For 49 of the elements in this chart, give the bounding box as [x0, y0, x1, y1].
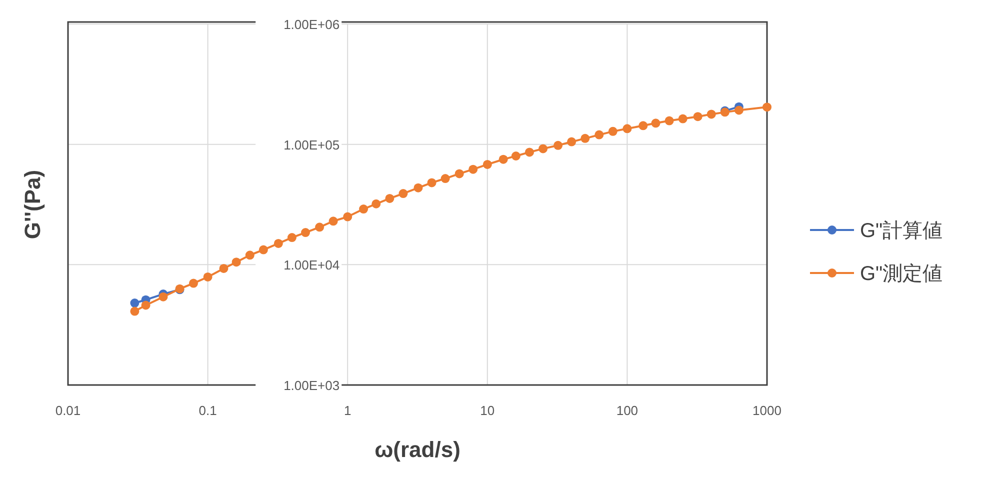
legend-label: G"測定値 — [860, 263, 943, 285]
point — [511, 151, 520, 160]
legend-label: G"計算値 — [860, 220, 943, 242]
y-tick-label: 1.00E+03 — [284, 378, 340, 393]
point — [188, 278, 198, 288]
point — [440, 174, 450, 184]
point — [554, 140, 563, 150]
point — [482, 160, 492, 169]
point — [524, 148, 534, 157]
point — [287, 233, 296, 242]
point — [594, 130, 604, 140]
point — [328, 216, 338, 226]
x-tick-label: 1000 — [752, 403, 782, 418]
x-tick-label: 0.1 — [198, 403, 217, 418]
point — [274, 238, 283, 248]
point — [678, 114, 688, 124]
point — [608, 126, 618, 136]
point — [315, 222, 324, 232]
point — [258, 245, 268, 254]
point — [567, 137, 576, 146]
x-tick-label: 1 — [344, 403, 352, 418]
point — [398, 189, 408, 198]
point — [427, 178, 436, 188]
point — [245, 250, 254, 260]
point — [454, 169, 464, 178]
point — [622, 124, 632, 134]
y-tick-label: 1.00E+05 — [284, 137, 340, 152]
x-axis-title: ω(rad/s) — [374, 437, 460, 462]
point — [651, 118, 660, 128]
x-tick-label: 100 — [616, 403, 638, 418]
point — [693, 112, 702, 122]
point — [301, 228, 310, 238]
point — [706, 110, 716, 119]
point — [468, 164, 478, 174]
point — [232, 258, 241, 267]
x-tick-label: 0.01 — [55, 403, 81, 418]
point — [203, 272, 212, 282]
point — [734, 106, 744, 115]
point — [372, 199, 381, 208]
point — [343, 212, 352, 222]
y-axis-title: G''(Pa) — [20, 170, 45, 240]
point — [414, 183, 423, 192]
y-tick-label: 1.00E+04 — [284, 258, 340, 273]
point — [580, 134, 590, 143]
point — [385, 194, 394, 203]
point — [538, 144, 548, 154]
point — [664, 116, 674, 126]
x-tick-label: 10 — [480, 403, 495, 418]
y-tick-label: 1.00E+06 — [284, 17, 340, 32]
